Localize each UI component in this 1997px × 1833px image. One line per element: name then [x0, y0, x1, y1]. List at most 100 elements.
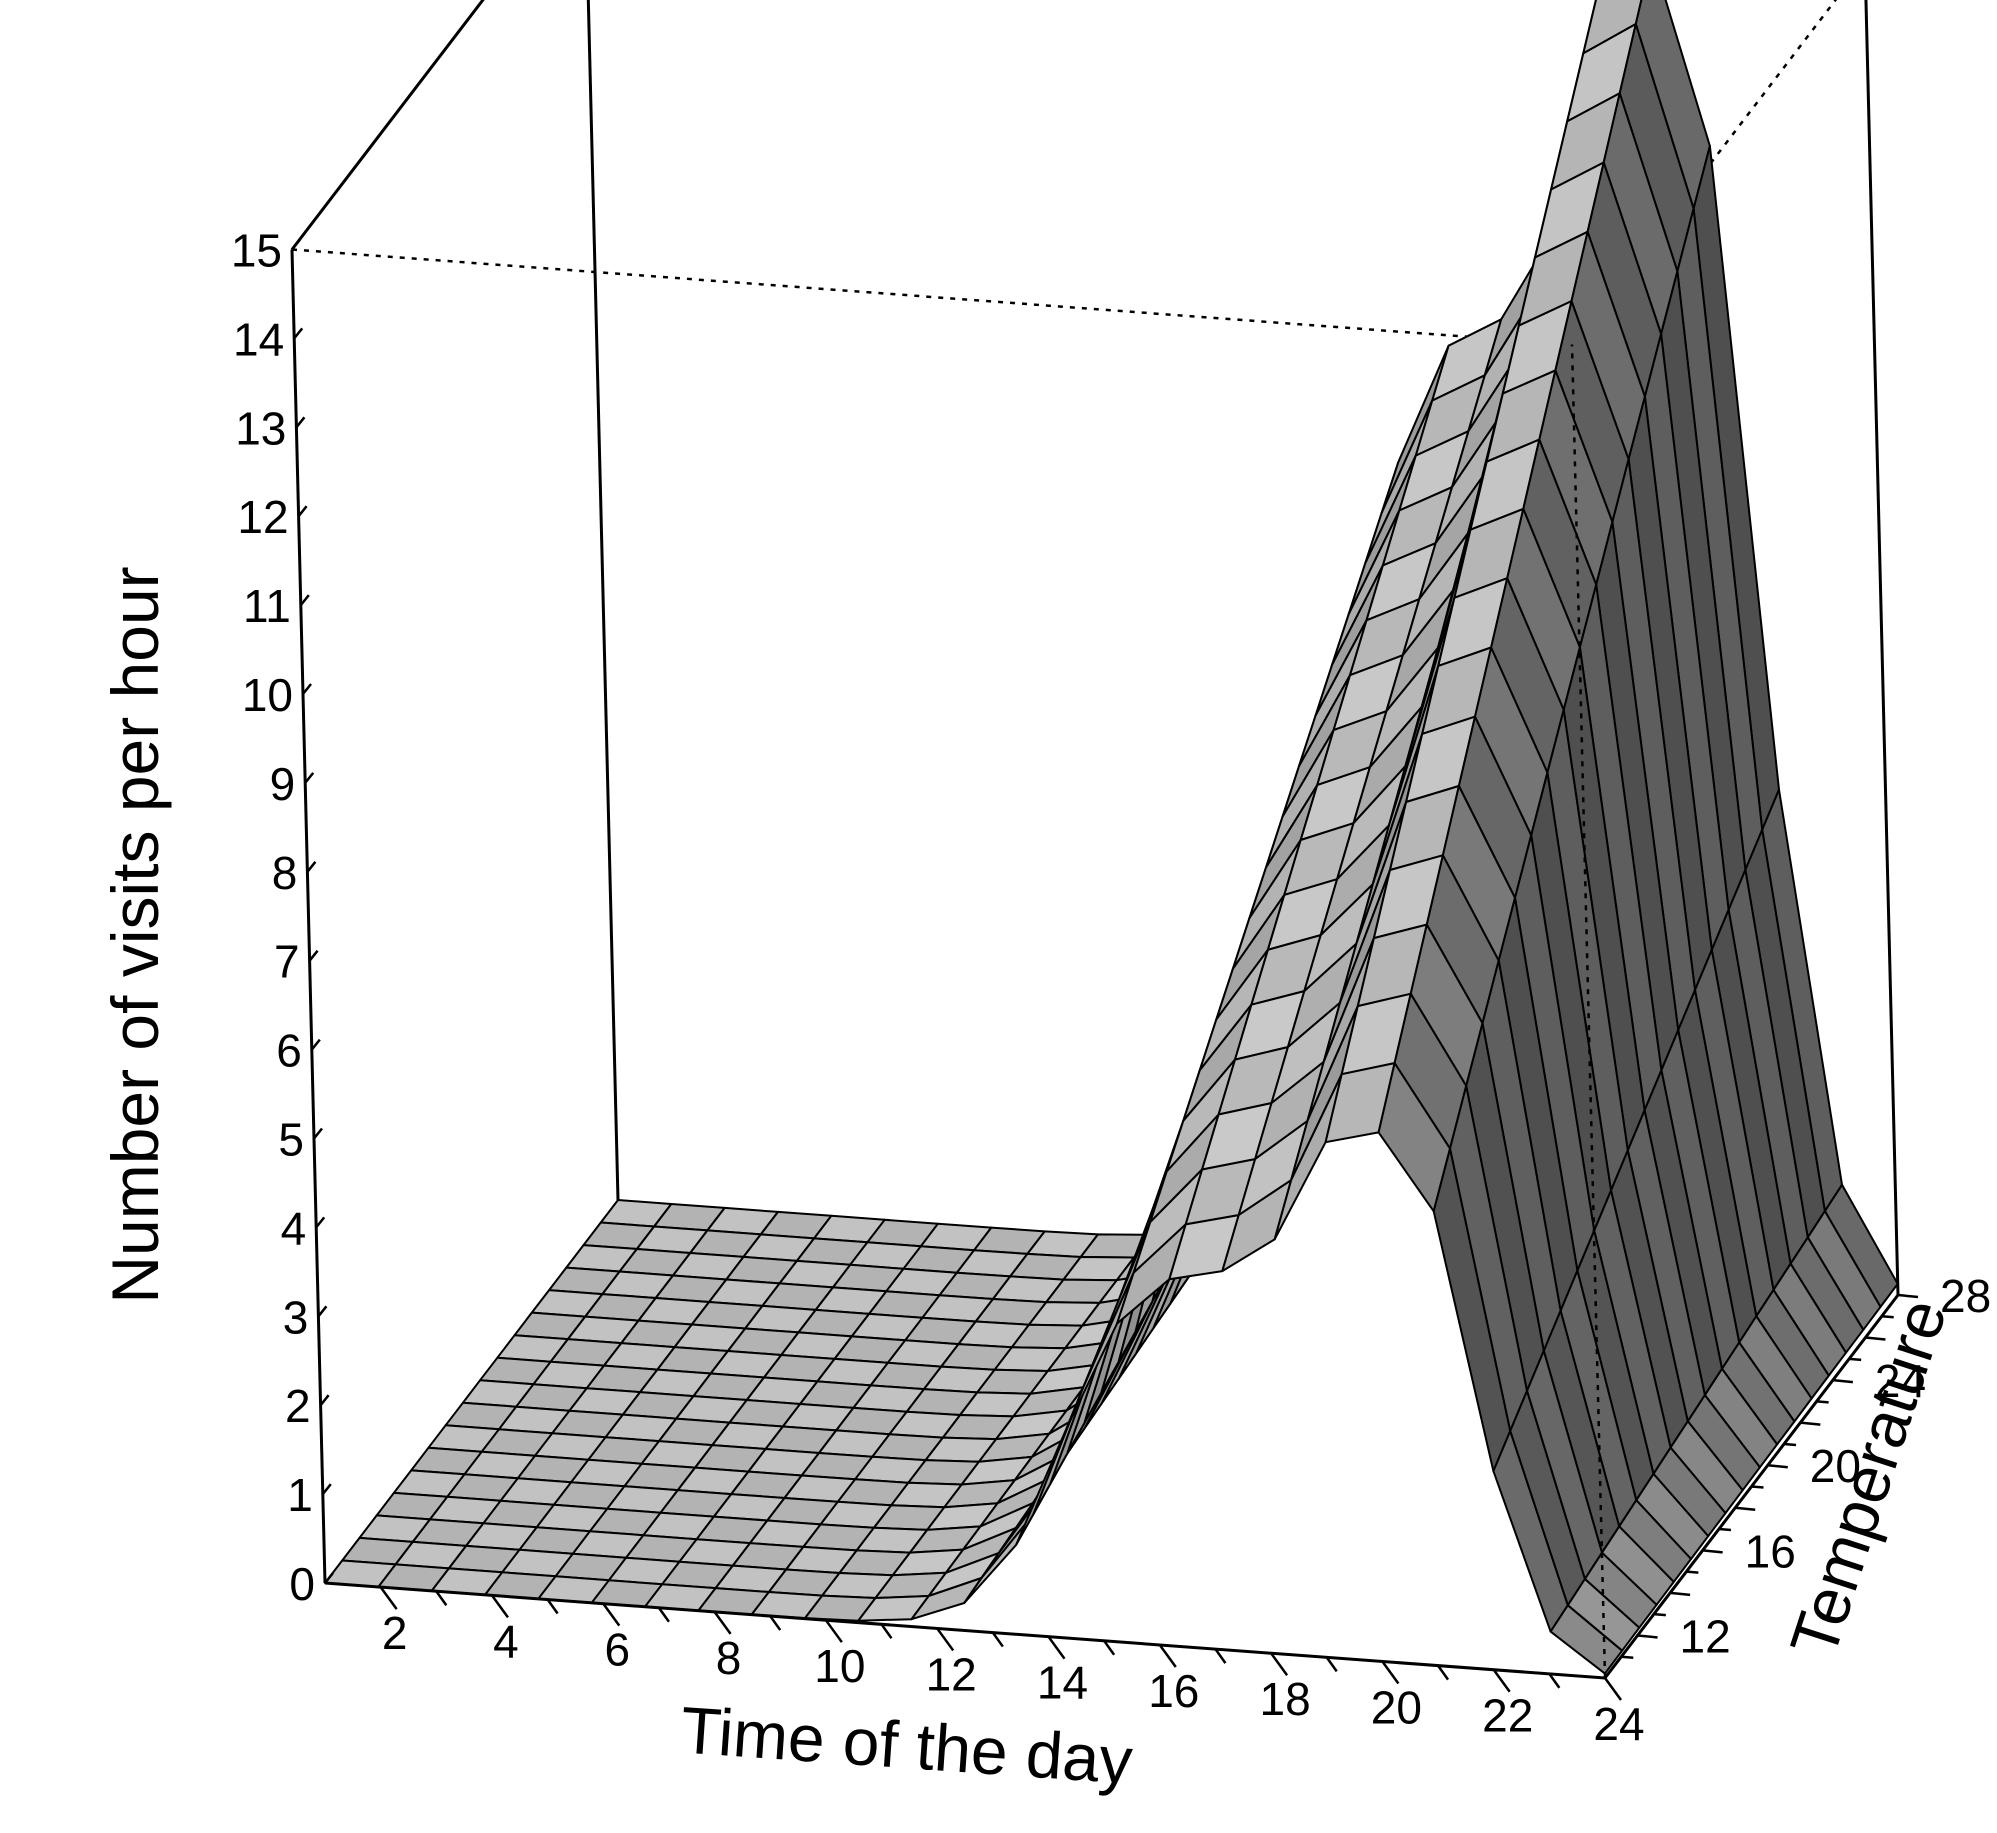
y-tick [1751, 1485, 1764, 1489]
z-tick [321, 1483, 332, 1495]
x-tick [602, 1602, 621, 1627]
y-tick [1669, 1591, 1691, 1597]
x-tick [880, 1623, 893, 1640]
x-tick [1103, 1640, 1116, 1656]
z-tick [306, 861, 317, 873]
x-tick [1214, 1648, 1227, 1664]
surface-mesh [324, 0, 1899, 1675]
surface-cell [1549, 1604, 1624, 1675]
z-tick-label: 4 [281, 1202, 307, 1254]
y-tick [1767, 1463, 1788, 1469]
y-tick [1849, 1357, 1862, 1362]
plot-box-back [290, 0, 1900, 1584]
y-tick-label: 16 [1745, 1525, 1796, 1577]
x-tick [991, 1631, 1004, 1648]
z-tick [310, 1038, 321, 1051]
x-tick [1270, 1652, 1289, 1676]
x-tick-label: 14 [1037, 1657, 1088, 1709]
z-tick [317, 1305, 328, 1318]
x-tick-label: 6 [604, 1624, 630, 1676]
x-tick-label: 12 [926, 1648, 977, 1700]
z-tick [313, 1127, 323, 1140]
z-tick [295, 416, 306, 429]
y-tick [1702, 1549, 1723, 1554]
z-tick [302, 683, 312, 695]
x-tick-label: 4 [493, 1615, 519, 1667]
z-tick [297, 505, 308, 517]
z-tick [308, 949, 319, 962]
z-tick [315, 1216, 326, 1229]
y-tick [1718, 1527, 1732, 1532]
box-edge-left-top [290, 0, 485, 251]
y-tick-label: 28 [1940, 1270, 1991, 1322]
x-tick [1381, 1660, 1400, 1685]
z-tick-label: 0 [289, 1558, 315, 1610]
y-tick [1783, 1442, 1797, 1447]
x-tick-label: 24 [1593, 1698, 1644, 1750]
z-tick [319, 1394, 330, 1406]
x-tick-label: 22 [1482, 1690, 1533, 1742]
z-tick-label: 8 [272, 847, 298, 899]
y-tick [1735, 1506, 1756, 1512]
x-tick [657, 1607, 670, 1623]
box-edge-back-right [1864, 0, 1900, 1296]
z-tick-label: 12 [237, 491, 288, 543]
z-tick-label: 2 [285, 1380, 311, 1432]
x-axis-line [324, 1581, 1606, 1680]
z-tick-label: 6 [276, 1025, 302, 1077]
y-tick [1686, 1570, 1699, 1574]
z-tick-label: 14 [233, 313, 284, 365]
box-edge-back-left [586, 0, 620, 1201]
y-tick [1816, 1400, 1829, 1404]
z-tick-label: 10 [242, 669, 293, 721]
z-tick-label: 1 [287, 1469, 313, 1521]
z-tick [324, 1572, 334, 1584]
x-tick-label: 16 [1148, 1665, 1199, 1717]
y-tick-label: 20 [1810, 1440, 1861, 1492]
y-tick [1881, 1315, 1894, 1319]
box-edge-front-top [291, 248, 1573, 346]
y-tick [1897, 1293, 1919, 1299]
z-tick-label: 9 [270, 758, 296, 810]
x-tick [769, 1615, 782, 1631]
box-edge-right-top [1571, 0, 1838, 346]
x-tick [435, 1590, 448, 1606]
x-tick [546, 1598, 559, 1615]
x-tick [713, 1611, 732, 1635]
x-tick-label: 20 [1371, 1681, 1422, 1733]
z-tick [299, 594, 310, 606]
x-tick [824, 1619, 843, 1643]
z-axis-title: Number of visits per hour [98, 566, 172, 1303]
z-tick-label: 3 [283, 1291, 309, 1343]
z-tick-label: 11 [243, 580, 291, 632]
x-tick [1158, 1644, 1177, 1668]
z-tick [293, 327, 304, 340]
x-tick [490, 1594, 509, 1619]
z-tick-label: 5 [278, 1114, 304, 1166]
z-axis-line [290, 249, 327, 1584]
y-tick-label: 12 [1680, 1610, 1731, 1662]
x-tick [379, 1586, 398, 1610]
y-tick [1653, 1612, 1666, 1617]
x-tick-label: 8 [716, 1632, 742, 1684]
x-tick [1437, 1664, 1450, 1681]
x-tick [1492, 1669, 1511, 1693]
y-tick-label: 24 [1875, 1355, 1926, 1407]
x-tick-label: 2 [382, 1607, 408, 1659]
x-tick [936, 1627, 955, 1652]
x-tick [1603, 1677, 1623, 1701]
y-tick [1621, 1655, 1634, 1659]
x-tick-label: 10 [814, 1640, 865, 1692]
z-tick-label: 15 [231, 225, 282, 277]
x-tick-label: 18 [1260, 1673, 1311, 1725]
z-tick-label: 13 [235, 402, 286, 454]
y-tick [1637, 1634, 1658, 1639]
z-tick [291, 238, 301, 251]
z-tick [304, 772, 315, 784]
x-tick [1548, 1673, 1561, 1689]
x-tick [1047, 1635, 1066, 1660]
z-tick-label: 7 [274, 936, 300, 988]
x-tick [1325, 1656, 1338, 1673]
